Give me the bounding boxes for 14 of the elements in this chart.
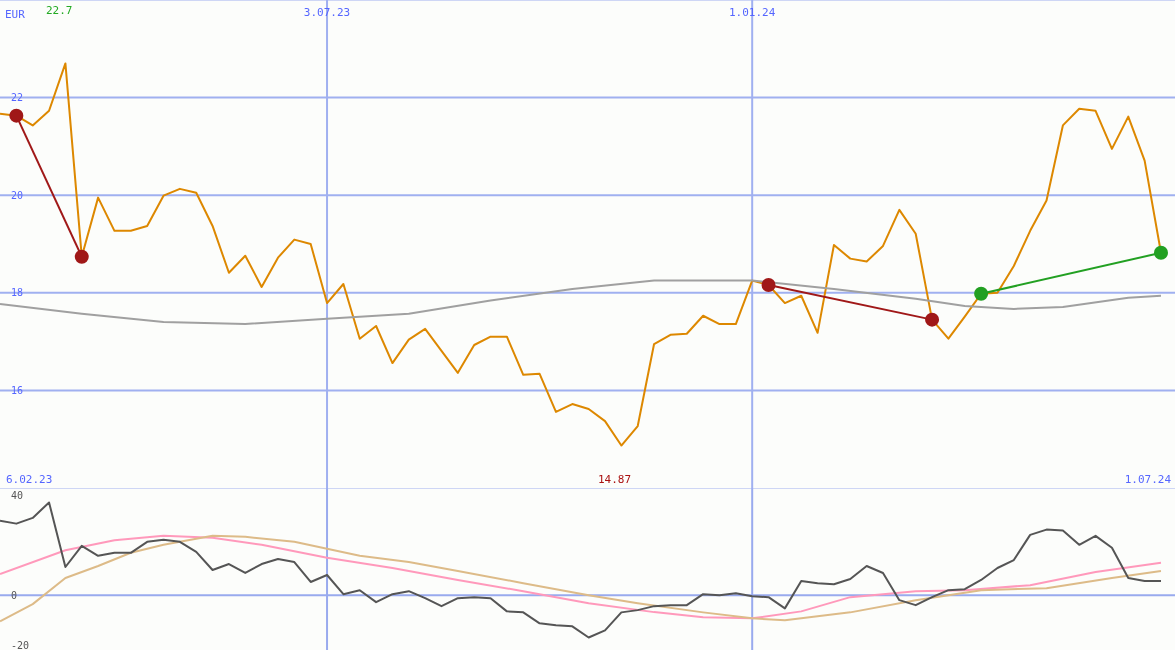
- annotation: 22.7: [46, 4, 73, 17]
- y-axis-title: EUR: [5, 8, 25, 21]
- y-tick-label: -20: [11, 639, 30, 650]
- y-tick-label: 0: [11, 589, 18, 601]
- x-tick-label: 1.01.24: [729, 5, 776, 19]
- annotation: 1.07.24: [1124, 473, 1171, 486]
- annotation: 14.87: [598, 473, 632, 486]
- y-tick-label: 22: [11, 92, 24, 104]
- x-tick-label: 3.07.23: [303, 5, 351, 19]
- y-tick-label: 20: [11, 189, 24, 201]
- y-tick-label: 18: [11, 287, 24, 299]
- y-tick-label: 40: [11, 490, 24, 502]
- y-tick-label: 16: [11, 384, 24, 396]
- annotation: 6.02.23: [6, 473, 53, 486]
